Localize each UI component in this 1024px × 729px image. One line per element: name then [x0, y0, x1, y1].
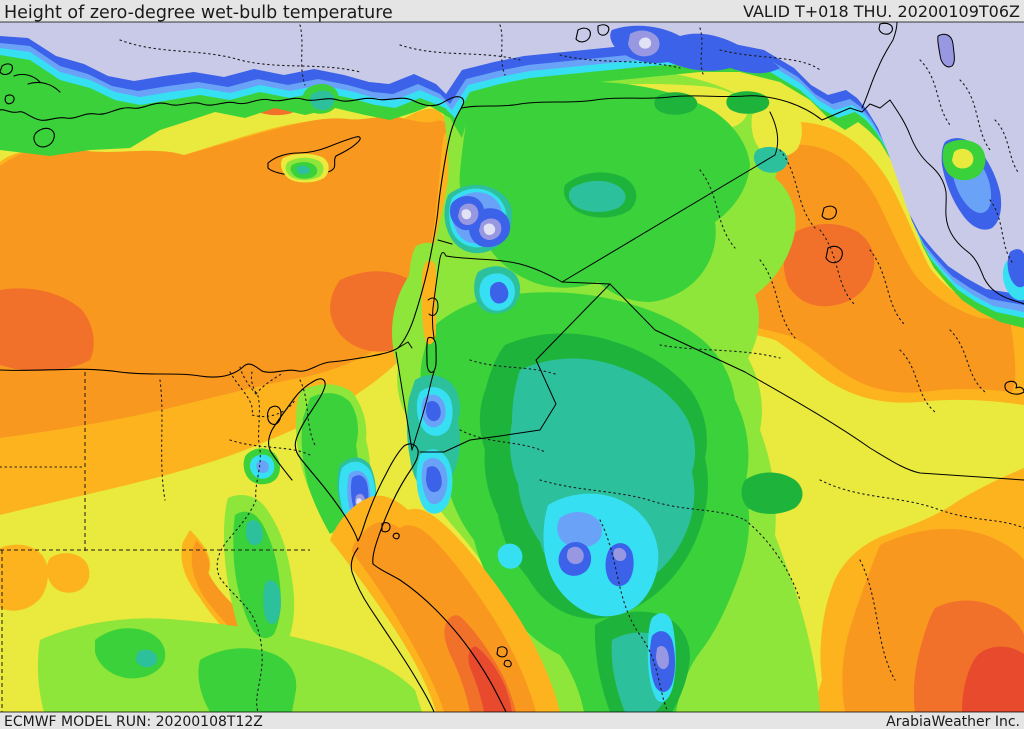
contour-region — [726, 91, 770, 114]
tiran-island — [381, 522, 391, 533]
west-bank-outline — [427, 297, 439, 317]
admin-line — [0, 379, 311, 501]
country-borders — [395, 22, 1024, 481]
title-bar — [0, 0, 1024, 22]
aegean-peninsula — [13, 73, 41, 83]
island — [392, 532, 400, 540]
aegean-peninsula — [27, 81, 61, 93]
rhodes-island — [33, 127, 55, 148]
gaza-border — [397, 341, 413, 349]
contour-region — [566, 546, 584, 565]
iraq-lake — [821, 205, 837, 220]
admin-line — [399, 44, 821, 71]
dashed-borders — [0, 372, 310, 712]
nile-river — [216, 366, 284, 712]
turkey-lake — [597, 24, 610, 36]
contour-region — [568, 180, 626, 212]
contour-region — [461, 209, 472, 220]
contour-region — [310, 90, 335, 111]
jordan-river-line — [411, 252, 447, 451]
contour-region — [1007, 249, 1024, 288]
iraq-iran-border — [889, 99, 1024, 305]
turkey-syria-border — [461, 95, 891, 121]
cyprus-detail — [280, 153, 329, 183]
credit-label: ArabiaWeather Inc. — [886, 714, 1020, 729]
model-run-label: ECMWF MODEL RUN: 20200108T12Z — [4, 714, 263, 729]
contour-region — [198, 648, 297, 712]
contour-region — [783, 224, 875, 307]
aegean-island — [0, 63, 13, 75]
contour-region — [557, 512, 602, 548]
contour-region — [497, 543, 523, 569]
contour-region — [952, 148, 974, 169]
aegean-island — [4, 94, 15, 105]
contour-region — [0, 544, 48, 611]
turkey-iran-border — [861, 22, 898, 109]
fringe-green-band — [0, 22, 1024, 328]
kuwait-bay — [1004, 380, 1024, 395]
admin-line — [539, 479, 746, 712]
jordan-iraq-border — [561, 281, 611, 285]
island — [503, 659, 512, 668]
iraq-saudi-border — [609, 283, 1024, 481]
admin-borders-dotted — [0, 24, 1024, 712]
admin-line — [119, 39, 361, 73]
admin-line — [229, 371, 296, 418]
suez-aqaba-coastline — [267, 378, 507, 712]
anatolia-iran-lavender — [0, 22, 1024, 295]
map-title: Height of zero-degree wet-bulb temperatu… — [4, 3, 393, 23]
contour-region — [656, 645, 669, 670]
turkey-lake — [575, 27, 591, 43]
contour-region — [0, 288, 94, 371]
iraq-lake — [825, 245, 843, 264]
lebanon-border — [437, 239, 453, 245]
mediterranean-coastline — [0, 96, 465, 378]
lake-van — [878, 22, 893, 35]
mediterranean-orange — [0, 116, 447, 438]
red-regions — [962, 646, 1024, 712]
valid-time-label: VALID T+018 THU. 20200109T06Z — [743, 2, 1020, 21]
footer-bar — [0, 712, 1024, 729]
contour-region — [46, 553, 90, 593]
contour-region — [753, 146, 788, 173]
admin-line — [744, 479, 1024, 681]
admin-line — [299, 24, 704, 86]
contour-region — [490, 281, 509, 304]
egypt-red-sea-coastline — [350, 547, 435, 712]
dead-sea — [426, 336, 437, 373]
admin-line — [299, 359, 559, 453]
contour-region — [256, 460, 269, 473]
contour-region — [263, 580, 281, 624]
coastlines — [0, 22, 1024, 712]
highland-fringe — [0, 22, 1024, 328]
jordan-syria-border — [445, 255, 563, 283]
contour-region — [246, 520, 263, 546]
israel-egypt-border — [395, 351, 413, 451]
contour-region — [962, 646, 1024, 712]
syria-iraq-border — [561, 111, 779, 283]
admin-line — [659, 344, 781, 359]
contour-region — [136, 649, 158, 668]
admin-line — [699, 149, 856, 306]
jordan-saudi-border — [419, 283, 611, 453]
contour-region — [483, 223, 496, 235]
map-canvas — [0, 22, 1024, 712]
contour-region — [426, 466, 442, 493]
island — [496, 646, 508, 658]
contour-region — [613, 547, 627, 561]
contour-region — [297, 165, 310, 175]
bitter-lake — [267, 405, 282, 425]
contour-region — [426, 400, 441, 422]
lake-urmia — [937, 33, 955, 68]
contour-region — [741, 472, 803, 514]
contour-region — [638, 37, 652, 49]
admin-line — [919, 59, 1019, 263]
